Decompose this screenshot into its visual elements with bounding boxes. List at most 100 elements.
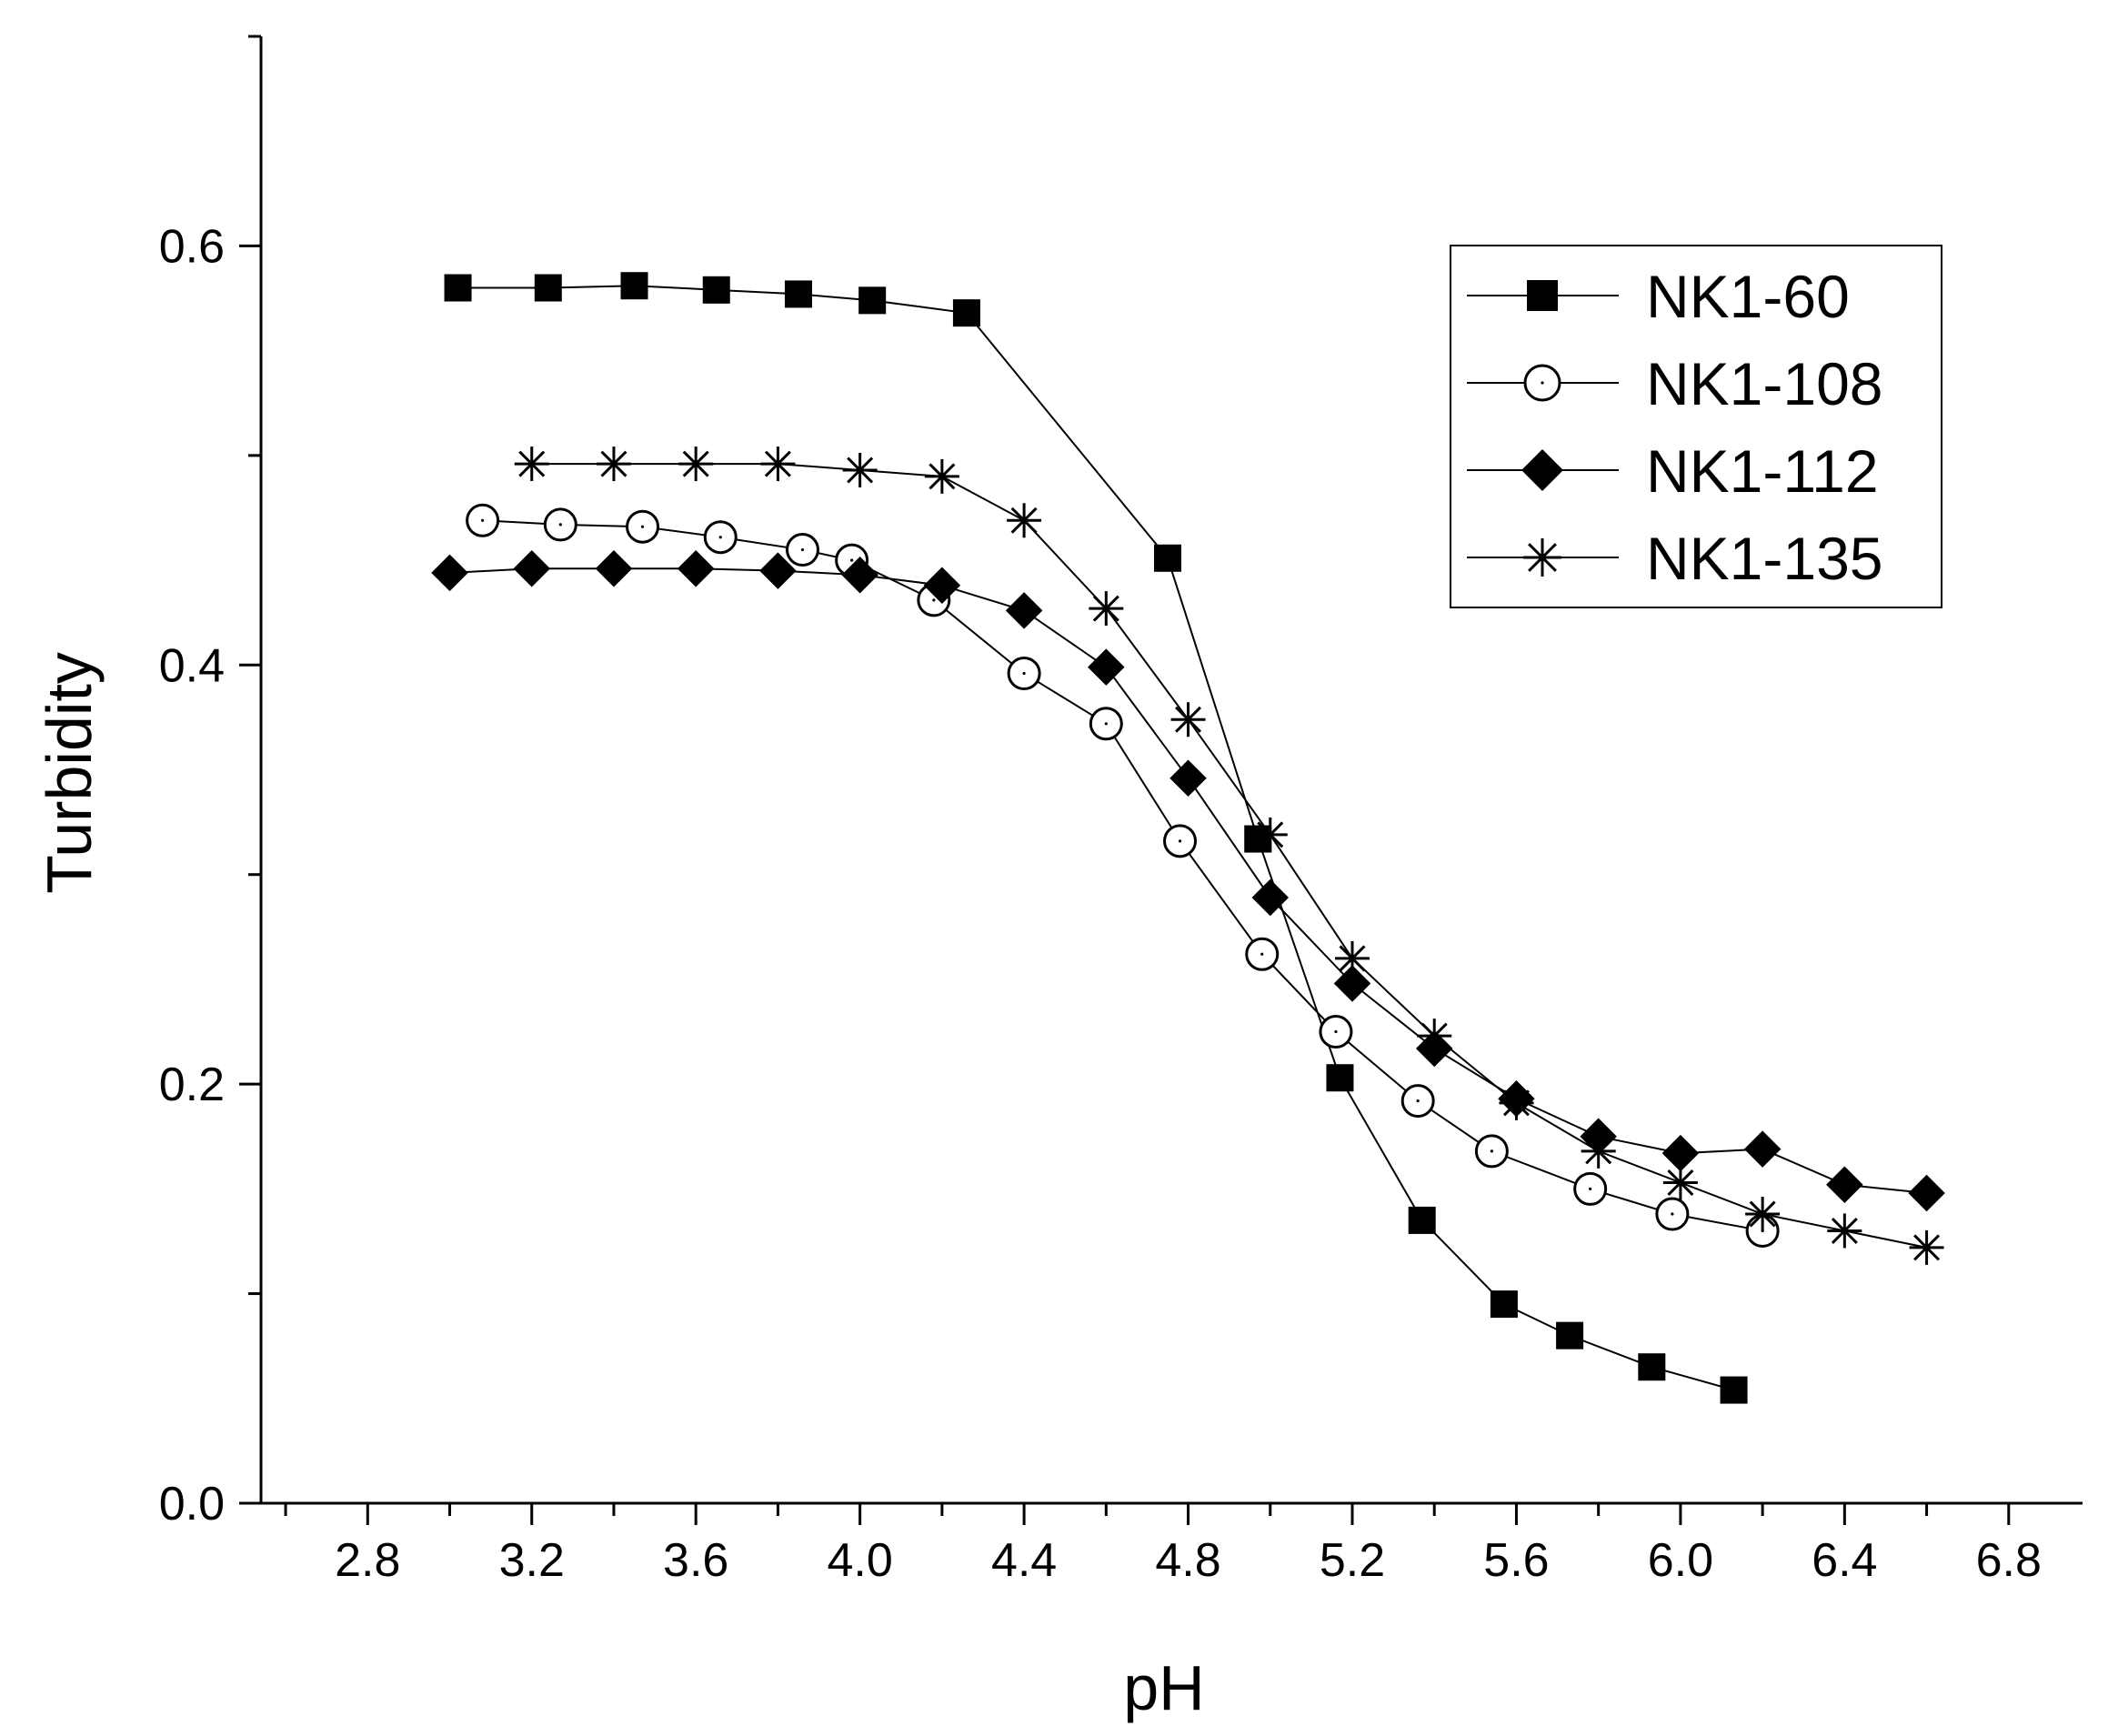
data-point-NK1-135 bbox=[1252, 817, 1288, 852]
data-point-NK1-60 bbox=[952, 299, 980, 327]
data-point-NK1-135 bbox=[1909, 1229, 1944, 1265]
data-point-NK1-135-stroke bbox=[847, 457, 874, 484]
data-point-NK1-60 bbox=[1638, 1353, 1666, 1381]
data-point-NK1-108-dot bbox=[932, 598, 936, 602]
x-tick-label: 6.0 bbox=[1648, 1534, 1713, 1587]
x-tick-label: 3.2 bbox=[499, 1534, 565, 1587]
data-point-NK1-108-dot bbox=[481, 518, 485, 522]
data-point-NK1-135-stroke bbox=[1175, 706, 1202, 733]
data-point-NK1-135 bbox=[1581, 1133, 1616, 1169]
legend-label: NK1-112 bbox=[1646, 437, 1879, 505]
legend-marker-dot bbox=[1541, 381, 1544, 385]
data-point-NK1-135-stroke bbox=[929, 463, 956, 490]
x-tick-label: 4.8 bbox=[1155, 1534, 1220, 1587]
data-point-NK1-135-stroke bbox=[1831, 1217, 1858, 1244]
series-NK1-60 bbox=[444, 272, 1748, 1404]
data-point-NK1-60 bbox=[1326, 1064, 1354, 1092]
data-point-NK1-108-dot bbox=[558, 523, 562, 527]
legend: NK1-60 NK1-108 NK1-112 NK1-135 bbox=[1450, 245, 1942, 608]
data-point-NK1-60 bbox=[1490, 1290, 1518, 1319]
data-point-NK1-108-dot bbox=[850, 558, 854, 562]
data-point-NK1-135-stroke bbox=[1667, 1169, 1694, 1196]
data-point-NK1-108-dot bbox=[718, 536, 722, 539]
data-point-NK1-135 bbox=[760, 447, 796, 482]
data-point-NK1-135 bbox=[1499, 1085, 1534, 1120]
data-point-NK1-112 bbox=[923, 567, 961, 604]
series-NK1-108 bbox=[466, 503, 1780, 1248]
series-line-NK1-112 bbox=[449, 567, 1927, 1194]
legend-marker bbox=[1521, 449, 1563, 491]
data-point-NK1-60 bbox=[444, 274, 472, 302]
x-tick-label: 2.8 bbox=[335, 1534, 400, 1587]
y-tick-label: 0.0 bbox=[159, 1478, 225, 1530]
data-point-NK1-60 bbox=[1720, 1376, 1748, 1404]
data-point-NK1-60 bbox=[1153, 544, 1181, 572]
legend-label: NK1-135 bbox=[1646, 525, 1883, 592]
legend-label: NK1-60 bbox=[1646, 263, 1850, 330]
data-point-NK1-135 bbox=[514, 447, 549, 482]
y-tick-label: 0.6 bbox=[159, 220, 225, 273]
data-point-NK1-108-dot bbox=[1104, 722, 1108, 726]
data-point-NK1-135-stroke bbox=[1092, 595, 1119, 622]
legend-marker bbox=[1527, 280, 1558, 311]
data-point-NK1-108-dot bbox=[1589, 1187, 1592, 1190]
x-tick-label: 4.4 bbox=[991, 1534, 1057, 1587]
legend-item-NK1-135: NK1-135 bbox=[1467, 525, 1883, 592]
data-point-NK1-108-dot bbox=[1178, 839, 1182, 843]
y-tick-label: 0.2 bbox=[159, 1059, 225, 1111]
series-NK1-135 bbox=[514, 447, 1944, 1265]
data-point-NK1-108-dot bbox=[1260, 952, 1264, 956]
legend-marker-stroke bbox=[1528, 543, 1557, 572]
data-point-NK1-135-stroke bbox=[1749, 1200, 1776, 1228]
data-point-NK1-135 bbox=[596, 447, 631, 482]
data-point-NK1-112 bbox=[1908, 1174, 1945, 1212]
legend-marker bbox=[1523, 538, 1561, 577]
data-point-NK1-108-dot bbox=[1334, 1029, 1338, 1034]
y-tick-label: 0.4 bbox=[159, 639, 225, 692]
legend-label: NK1-108 bbox=[1646, 350, 1883, 417]
data-point-NK1-112 bbox=[759, 552, 797, 589]
data-point-NK1-60 bbox=[858, 286, 887, 315]
data-point-NK1-112 bbox=[677, 550, 715, 587]
data-point-NK1-135 bbox=[1745, 1197, 1781, 1232]
data-point-NK1-135-stroke bbox=[1010, 507, 1038, 534]
data-point-NK1-135 bbox=[842, 452, 878, 487]
data-point-NK1-60 bbox=[1556, 1321, 1584, 1350]
legend-item-NK1-60: NK1-60 bbox=[1467, 263, 1850, 330]
data-point-NK1-112 bbox=[431, 554, 468, 592]
data-point-NK1-112 bbox=[1251, 878, 1290, 917]
y-axis-title: Turbidity bbox=[34, 652, 105, 894]
data-point-NK1-60 bbox=[620, 272, 648, 300]
data-point-NK1-135-stroke bbox=[1420, 1022, 1448, 1049]
data-point-NK1-108-dot bbox=[1022, 671, 1026, 676]
data-point-NK1-60 bbox=[534, 274, 562, 302]
data-point-NK1-112 bbox=[1169, 759, 1207, 797]
data-point-NK1-60 bbox=[702, 276, 730, 304]
data-point-NK1-112 bbox=[595, 550, 633, 587]
data-point-NK1-135 bbox=[1334, 940, 1370, 976]
data-point-NK1-135 bbox=[924, 458, 959, 494]
data-point-NK1-135 bbox=[1089, 591, 1124, 627]
legend-item-NK1-108: NK1-108 bbox=[1467, 350, 1883, 417]
data-point-NK1-108-dot bbox=[1490, 1149, 1493, 1153]
data-point-NK1-135-stroke bbox=[1502, 1089, 1530, 1117]
data-point-NK1-108-dot bbox=[1671, 1212, 1674, 1216]
x-tick-label: 6.8 bbox=[1976, 1534, 2042, 1587]
data-point-NK1-112 bbox=[1743, 1130, 1782, 1168]
data-point-NK1-60 bbox=[1408, 1206, 1436, 1234]
axes: 2.8 3.2 3.6 4.0 4.4 4.8 5.2 5.6 6.0 6.4 6.8 0.0 0.2 0… bbox=[159, 35, 2083, 1587]
data-point-NK1-112 bbox=[1826, 1166, 1863, 1203]
data-point-NK1-135 bbox=[1827, 1213, 1862, 1249]
data-point-NK1-135-stroke bbox=[600, 450, 627, 477]
data-point-NK1-135-stroke bbox=[1339, 945, 1366, 972]
data-point-NK1-108-dot bbox=[800, 547, 805, 552]
x-tick-label: 3.6 bbox=[663, 1534, 728, 1587]
data-point-NK1-135-stroke bbox=[1585, 1138, 1612, 1165]
data-point-NK1-135 bbox=[1417, 1019, 1452, 1054]
x-axis-title: pH bbox=[1123, 1652, 1204, 1723]
legend-item-NK1-112: NK1-112 bbox=[1467, 437, 1879, 505]
series-NK1-112 bbox=[431, 550, 1945, 1212]
data-point-NK1-135 bbox=[1170, 702, 1206, 738]
data-point-NK1-135-stroke bbox=[1257, 821, 1284, 848]
